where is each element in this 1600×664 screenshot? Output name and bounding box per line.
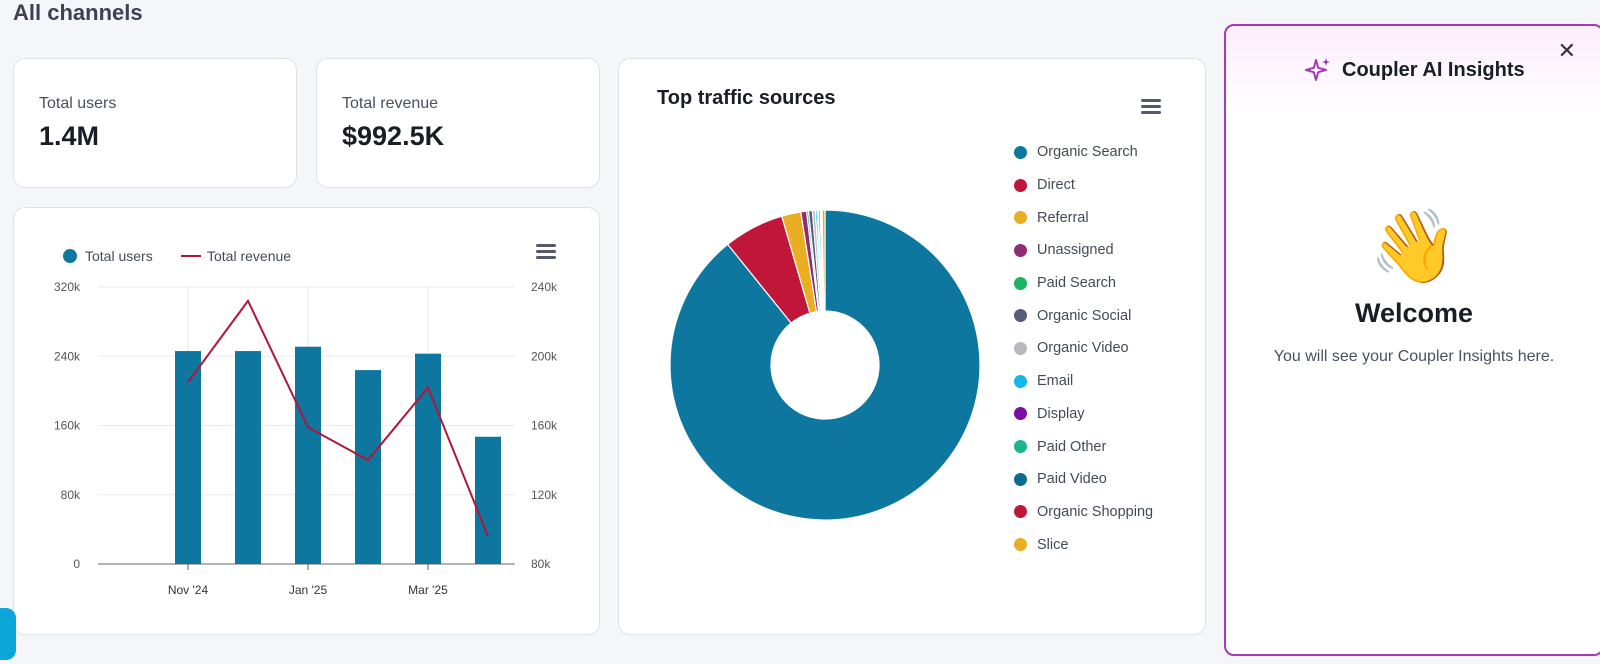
legend-dot <box>1014 407 1027 421</box>
y-left-tick-label: 80k <box>61 488 81 502</box>
chart-menu-icon[interactable] <box>1141 99 1161 115</box>
legend-item[interactable]: Slice <box>1014 528 1153 561</box>
chart-menu-icon[interactable] <box>536 244 556 260</box>
legend-label: Paid Search <box>1037 275 1116 292</box>
legend-item[interactable]: Display <box>1014 398 1153 431</box>
line-total-revenue <box>187 298 489 537</box>
legend-item[interactable]: Organic Search <box>1014 136 1153 169</box>
legend-dot <box>1014 472 1027 486</box>
bar-total-users <box>415 353 441 564</box>
legend-dot <box>1014 243 1027 257</box>
side-launcher-tab[interactable] <box>0 608 16 660</box>
kpi-value: $992.5K <box>342 121 445 151</box>
y-right-tick-label: 200k <box>531 349 558 363</box>
welcome-subtitle: You will see your Coupler Insights here. <box>1273 348 1555 365</box>
kpi-label: Total revenue <box>342 95 439 112</box>
donut-slice <box>669 209 981 521</box>
sparkle-icon <box>1305 58 1330 81</box>
kpi-label: Total users <box>39 95 117 112</box>
x-tick-label: Jan '25 <box>289 583 328 597</box>
legend-label: Organic Search <box>1037 144 1138 161</box>
close-button[interactable]: ✕ <box>1557 38 1576 63</box>
legend-item-total-revenue[interactable]: Total revenue <box>181 248 291 264</box>
x-tick-label: Mar '25 <box>408 583 448 597</box>
traffic-sources-donut <box>669 209 981 521</box>
x-tick-label: Nov '24 <box>168 583 209 597</box>
legend-item[interactable]: Direct <box>1014 169 1153 202</box>
legend-dot <box>1014 178 1027 192</box>
legend-label: Organic Shopping <box>1037 503 1154 520</box>
legend-item-total-users[interactable]: Total users <box>63 248 153 264</box>
legend-item[interactable]: Referral <box>1014 201 1153 234</box>
legend-label: Unassigned <box>1037 242 1114 259</box>
kpi-value: 1.4M <box>39 121 100 151</box>
users-revenue-chart: 0 80k 160k 240k 320k 80k 120k 160k 200k 240k Nov '… <box>54 280 558 597</box>
legend-dot <box>63 249 77 263</box>
bar-total-users <box>235 351 261 564</box>
legend-line-swatch <box>181 255 201 257</box>
legend-label: Total users <box>85 248 153 264</box>
legend-item[interactable]: Paid Other <box>1014 430 1153 463</box>
legend-item[interactable]: Paid Video <box>1014 463 1153 496</box>
ai-panel-title: Coupler AI Insights <box>1342 58 1525 81</box>
legend-item[interactable]: Organic Shopping <box>1014 496 1153 529</box>
legend-dot <box>1014 440 1027 454</box>
y-right-tick-label: 160k <box>531 419 558 433</box>
y-left-tick-label: 320k <box>54 280 81 294</box>
donut-legend: Organic Search Direct Referral Unassigned Pa… <box>1014 136 1153 561</box>
legend-dot <box>1014 505 1027 519</box>
legend-label: Direct <box>1037 177 1075 194</box>
ai-panel-header: Coupler AI Insights <box>1304 56 1525 84</box>
legend-dot <box>1014 211 1027 225</box>
legend-item[interactable]: Unassigned <box>1014 234 1153 267</box>
legend-label: Email <box>1037 373 1074 390</box>
legend-dot <box>1014 374 1027 388</box>
bar-total-users <box>355 370 381 564</box>
legend-label: Display <box>1037 405 1085 422</box>
legend-dot <box>1014 145 1027 159</box>
legend-dot <box>1014 276 1027 290</box>
bar-total-users <box>295 346 321 564</box>
donut-slice <box>821 209 826 312</box>
legend-label: Referral <box>1037 209 1089 226</box>
legend-dot <box>1014 538 1027 552</box>
chart-title: Top traffic sources <box>657 87 836 109</box>
legend-item[interactable]: Email <box>1014 365 1153 398</box>
kpi-card-total-revenue: Total revenue $992.5K <box>316 58 600 188</box>
legend-label: Organic Video <box>1037 340 1129 357</box>
page-title: All channels <box>13 0 143 25</box>
legend-label: Paid Other <box>1037 438 1107 455</box>
legend-label: Slice <box>1037 536 1069 553</box>
legend-dot <box>1014 309 1027 323</box>
legend-label: Organic Social <box>1037 307 1132 324</box>
y-right-tick-label: 80k <box>531 557 551 571</box>
kpi-card-total-users: Total users 1.4M <box>13 58 297 188</box>
ai-insights-panel: Coupler AI Insights ✕ 👋 Welcome You will… <box>1224 24 1600 656</box>
welcome-heading: Welcome <box>1354 298 1474 328</box>
legend-dot <box>1014 341 1027 355</box>
y-left-tick-label: 160k <box>54 419 81 433</box>
legend-item[interactable]: Organic Social <box>1014 299 1153 332</box>
legend-label: Total revenue <box>207 248 292 264</box>
waving-hand-icon: 👋 <box>1369 207 1459 287</box>
y-left-tick-label: 240k <box>54 349 81 363</box>
legend-item[interactable]: Organic Video <box>1014 332 1153 365</box>
legend-item[interactable]: Paid Search <box>1014 267 1153 300</box>
bar-total-users <box>175 351 201 564</box>
y-right-tick-label: 240k <box>531 280 558 294</box>
y-left-tick-label: 0 <box>73 557 80 571</box>
legend-label: Paid Video <box>1037 471 1107 488</box>
bar-total-users <box>475 436 501 564</box>
y-right-tick-label: 120k <box>531 488 558 502</box>
